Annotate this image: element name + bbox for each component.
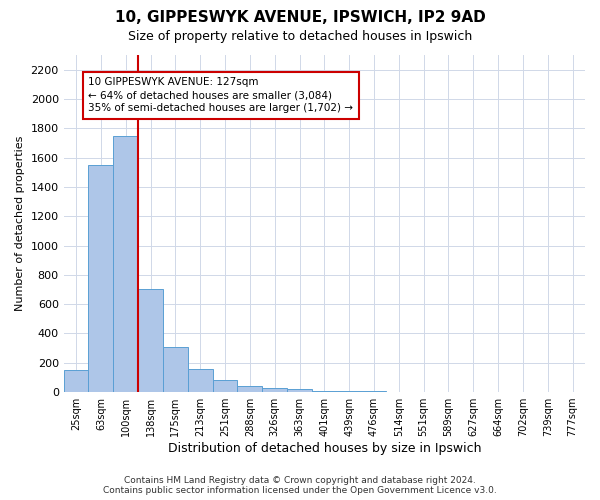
Bar [113,136,138,392]
Bar [163,346,188,392]
Bar [138,290,163,392]
Text: 10, GIPPESWYK AVENUE, IPSWICH, IP2 9AD: 10, GIPPESWYK AVENUE, IPSWICH, IP2 9AD [115,10,485,25]
Bar [64,370,88,392]
Bar [238,386,262,392]
Bar [287,389,312,392]
X-axis label: Distribution of detached houses by size in Ipswich: Distribution of detached houses by size … [167,442,481,455]
Bar [312,390,337,392]
Text: 10 GIPPESWYK AVENUE: 127sqm
← 64% of detached houses are smaller (3,084)
35% of : 10 GIPPESWYK AVENUE: 127sqm ← 64% of det… [88,77,353,114]
Y-axis label: Number of detached properties: Number of detached properties [15,136,25,311]
Bar [212,380,238,392]
Bar [262,388,287,392]
Bar [188,370,212,392]
Text: Contains HM Land Registry data © Crown copyright and database right 2024.
Contai: Contains HM Land Registry data © Crown c… [103,476,497,495]
Text: Size of property relative to detached houses in Ipswich: Size of property relative to detached ho… [128,30,472,43]
Bar [88,165,113,392]
